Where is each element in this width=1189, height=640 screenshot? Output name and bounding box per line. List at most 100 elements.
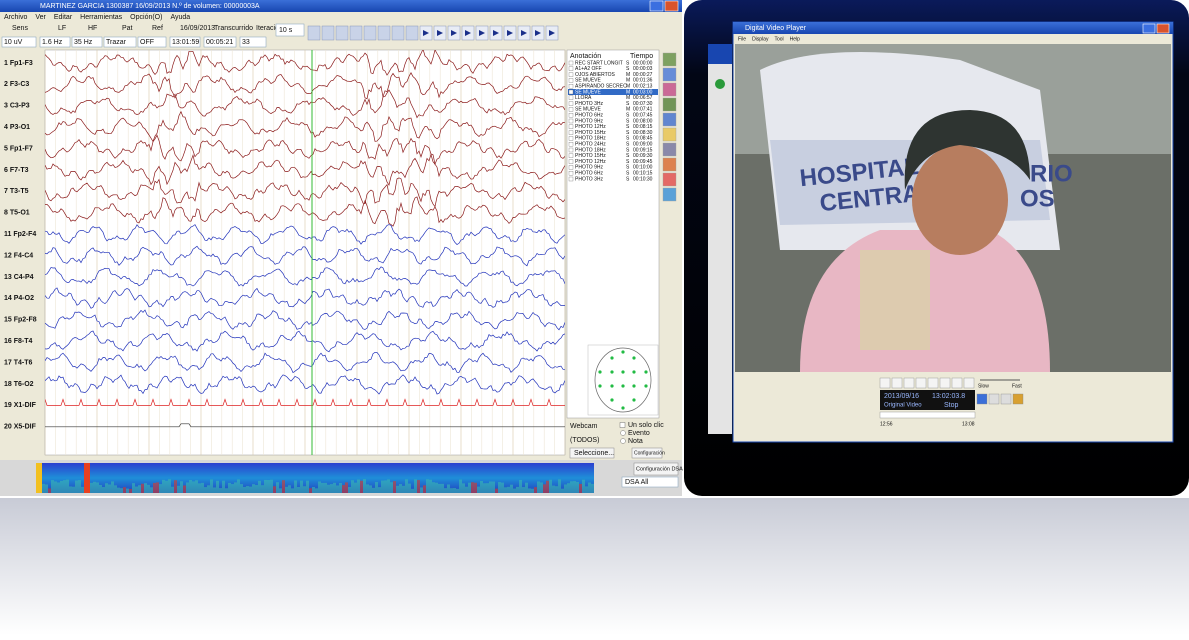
toolbar-button[interactable] — [364, 26, 376, 40]
tool-icon[interactable] — [663, 83, 676, 96]
transport-button[interactable] — [916, 378, 926, 388]
toolbar-button[interactable] — [378, 26, 390, 40]
channel-label: 14 P4-O2 — [4, 295, 34, 302]
toolbar-label: HF — [88, 25, 97, 32]
back-icon[interactable] — [715, 79, 725, 89]
annotation-checkbox[interactable] — [569, 107, 573, 111]
display-state: Stop — [944, 402, 959, 409]
player-menu-item[interactable]: Tool — [774, 36, 783, 42]
dsa-column — [486, 483, 489, 493]
toolbar-button[interactable] — [322, 26, 334, 40]
option-control[interactable] — [621, 431, 626, 436]
tool-button[interactable] — [1013, 394, 1023, 404]
menu-item[interactable]: Ayuda — [170, 14, 190, 21]
option-control[interactable] — [620, 423, 625, 428]
tool-icon[interactable] — [663, 128, 676, 141]
tool-button[interactable] — [989, 394, 999, 404]
menu-item[interactable]: Opción(O) — [130, 14, 162, 21]
tool-icon[interactable] — [663, 173, 676, 186]
tool-icon[interactable] — [663, 158, 676, 171]
annotation-checkbox[interactable] — [569, 125, 573, 129]
dsa-column — [75, 480, 78, 493]
transport-button[interactable] — [952, 378, 962, 388]
dsa-column — [510, 485, 513, 493]
tool-button[interactable] — [977, 394, 987, 404]
annotation-checkbox[interactable] — [569, 165, 573, 169]
annotation-checkbox[interactable] — [569, 142, 573, 146]
annotation-checkbox[interactable] — [569, 96, 573, 100]
menu-item[interactable]: Editar — [54, 14, 73, 21]
toolbar-button[interactable] — [308, 26, 320, 40]
channel-label: 1 Fp1-F3 — [4, 60, 33, 67]
dsa-column — [219, 488, 222, 493]
display-source: Original Video — [884, 403, 922, 409]
annotation-checkbox[interactable] — [569, 102, 573, 106]
annotation-checkbox[interactable] — [569, 90, 573, 94]
player-menu-item[interactable]: Help — [790, 36, 801, 42]
toolbar-button[interactable] — [336, 26, 348, 40]
transport-button[interactable] — [892, 378, 902, 388]
tool-icon[interactable] — [663, 68, 676, 81]
annotation-checkbox[interactable] — [569, 78, 573, 82]
player-menu-item[interactable]: Display — [752, 36, 769, 42]
annotation-checkbox[interactable] — [569, 177, 573, 181]
dsa-column — [435, 483, 438, 493]
annotation-checkbox[interactable] — [569, 154, 573, 158]
transport-button[interactable] — [880, 378, 890, 388]
dsa-column — [354, 483, 357, 493]
child-face — [912, 145, 1008, 255]
player-maximize[interactable] — [1143, 24, 1155, 33]
electrode — [610, 398, 613, 401]
time-range[interactable] — [880, 412, 975, 418]
dsa-column — [579, 484, 582, 493]
transport-button[interactable] — [940, 378, 950, 388]
option-label[interactable]: Webcam — [570, 423, 598, 430]
annotation-checkbox[interactable] — [569, 131, 573, 135]
toolbar-value: 00:05:21 — [206, 39, 233, 46]
dsa-column — [564, 484, 567, 493]
dsa-column — [345, 482, 348, 493]
dsa-column — [468, 483, 471, 493]
annotation-checkbox[interactable] — [569, 119, 573, 123]
dsa-column — [582, 480, 585, 493]
dsa-column — [525, 483, 528, 493]
option-control[interactable] — [621, 439, 626, 444]
maximize-button[interactable] — [650, 1, 663, 11]
annotation-checkbox[interactable] — [569, 73, 573, 77]
tool-icon[interactable] — [663, 98, 676, 111]
tool-icon[interactable] — [663, 188, 676, 201]
annotation-name[interactable]: PHOTO 3Hz — [575, 176, 603, 182]
annotation-checkbox[interactable] — [569, 61, 573, 65]
tool-icon[interactable] — [663, 143, 676, 156]
dsa-column — [333, 483, 336, 493]
annotation-checkbox[interactable] — [569, 160, 573, 164]
player-close[interactable] — [1157, 24, 1169, 33]
menu-item[interactable]: Herramientas — [80, 14, 123, 21]
player-menu-item[interactable]: File — [738, 36, 746, 42]
toolbar-button[interactable] — [350, 26, 362, 40]
menu-item[interactable]: Ver — [35, 14, 46, 21]
tool-icon[interactable] — [663, 53, 676, 66]
tool-icon[interactable] — [663, 113, 676, 126]
menu-item[interactable]: Archivo — [4, 14, 27, 21]
range-end: 13:08 — [962, 421, 975, 427]
annotation-checkbox[interactable] — [569, 148, 573, 152]
annotation-checkbox[interactable] — [569, 171, 573, 175]
dsa-column — [576, 482, 579, 493]
close-button[interactable] — [665, 1, 678, 11]
transport-button[interactable] — [964, 378, 974, 388]
dsa-column — [267, 480, 270, 493]
toolbar-button[interactable] — [392, 26, 404, 40]
channel-label: 6 F7-T3 — [4, 167, 29, 174]
toolbar-button[interactable] — [406, 26, 418, 40]
transport-button[interactable] — [928, 378, 938, 388]
annotation-checkbox[interactable] — [569, 84, 573, 88]
annotation-checkbox[interactable] — [569, 67, 573, 71]
transport-button[interactable] — [904, 378, 914, 388]
background-window — [708, 44, 732, 434]
dsa-column — [258, 481, 261, 493]
tool-button[interactable] — [1001, 394, 1011, 404]
annotation-checkbox[interactable] — [569, 136, 573, 140]
annotation-checkbox[interactable] — [569, 113, 573, 117]
dsa-column — [339, 483, 342, 493]
